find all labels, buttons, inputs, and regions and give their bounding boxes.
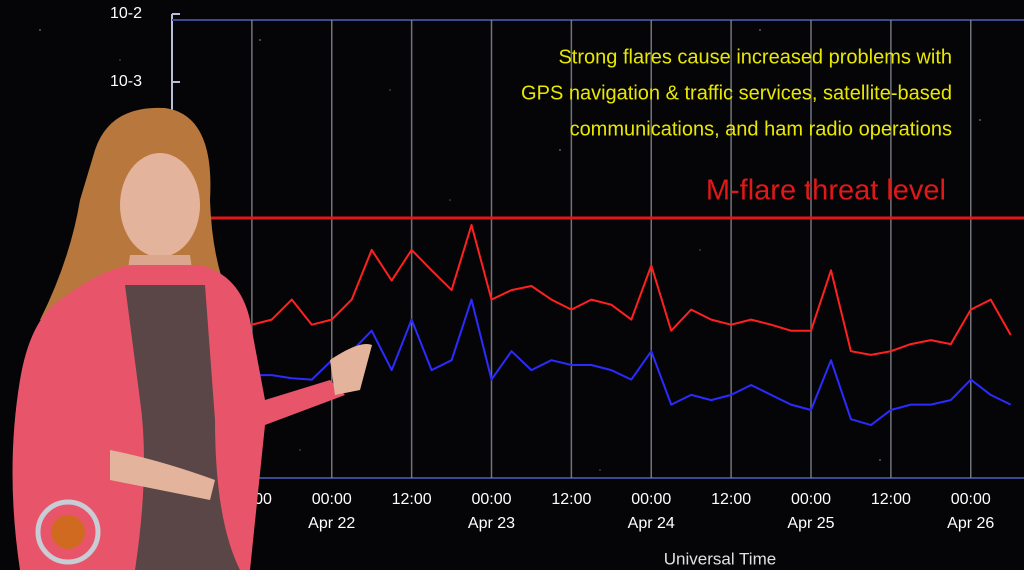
x-tick-label-line: Apr 26 bbox=[947, 515, 994, 532]
x-tick-label: 12:00 bbox=[551, 491, 591, 508]
series-line bbox=[251, 224, 1012, 356]
threshold-label: M-flare threat level bbox=[706, 175, 946, 207]
x-tick-label: 00:00 Apr 26 bbox=[947, 491, 994, 532]
x-tick-label: 00:00 Apr 22 bbox=[308, 491, 355, 532]
series-line bbox=[251, 298, 1012, 427]
x-tick-label-line: Apr 23 bbox=[468, 515, 515, 532]
x-tick-label-line: 00:00 bbox=[791, 491, 831, 508]
y-tick-label: 10-2 bbox=[110, 5, 142, 22]
x-tick-label-line: 12:00 bbox=[711, 491, 751, 508]
x-tick-label: 00:00 Apr 25 bbox=[787, 491, 834, 532]
x-tick-label-line: 00:00 bbox=[312, 491, 352, 508]
annotation: Strong flares cause increased problems w… bbox=[521, 46, 952, 140]
x-axis-label: Universal Time bbox=[664, 549, 776, 568]
annotation-line: GPS navigation & traffic services, satel… bbox=[521, 82, 952, 104]
x-tick-label-line: 12:00 bbox=[392, 491, 432, 508]
x-tick-label-line: Apr 22 bbox=[308, 515, 355, 532]
logo bbox=[35, 499, 101, 565]
x-tick-label: 12:00 bbox=[711, 491, 751, 508]
x-tick-label-line: 00:00 bbox=[471, 491, 511, 508]
x-tick-label-line: 12:00 bbox=[871, 491, 911, 508]
x-tick-label-line: 12:00 bbox=[551, 491, 591, 508]
annotation-line: Strong flares cause increased problems w… bbox=[558, 46, 952, 68]
x-tick-label: 12:00 bbox=[392, 491, 432, 508]
plot: 10-2 10-3 bbox=[110, 5, 1024, 478]
x-tick-label: 12:00 bbox=[871, 491, 911, 508]
x-tick-label: 00:00 Apr 23 bbox=[468, 491, 515, 532]
y-tick-label: 10-3 bbox=[110, 73, 142, 90]
x-tick-label: 00:00 Apr 24 bbox=[628, 491, 675, 532]
x-tick-label-line: Apr 24 bbox=[628, 515, 675, 532]
annotation-line: communications, and ham radio operations bbox=[570, 118, 952, 140]
presenter bbox=[12, 107, 372, 570]
x-tick-label-line: 00:00 bbox=[951, 491, 991, 508]
x-tick-label-line: 00:00 bbox=[631, 491, 671, 508]
stars bbox=[39, 29, 981, 471]
x-tick-label-line: Apr 25 bbox=[787, 515, 834, 532]
